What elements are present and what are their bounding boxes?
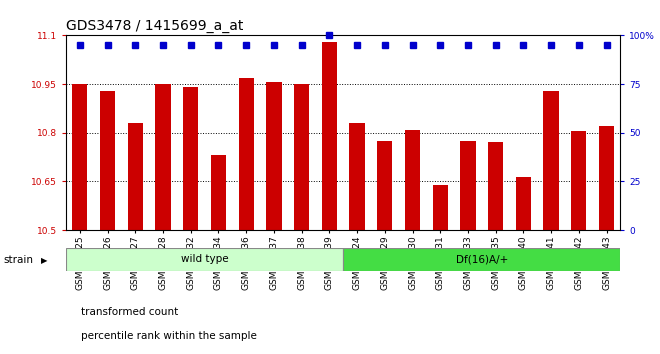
Bar: [294, 84, 310, 230]
Text: strain: strain: [3, 255, 33, 265]
Bar: [127, 123, 143, 230]
Bar: [349, 123, 365, 230]
Bar: [266, 82, 282, 230]
Bar: [571, 131, 587, 230]
Text: Df(16)A/+: Df(16)A/+: [455, 254, 508, 264]
Bar: [543, 91, 559, 230]
Text: transformed count: transformed count: [81, 307, 178, 316]
Bar: [100, 91, 116, 230]
Bar: [321, 42, 337, 230]
Bar: [460, 141, 476, 230]
Bar: [599, 126, 614, 230]
Bar: [183, 87, 199, 230]
Bar: [238, 78, 254, 230]
Bar: [432, 185, 448, 230]
Text: GDS3478 / 1415699_a_at: GDS3478 / 1415699_a_at: [66, 19, 244, 33]
Text: percentile rank within the sample: percentile rank within the sample: [81, 331, 256, 341]
Bar: [211, 155, 226, 230]
Bar: [377, 141, 393, 230]
Bar: [405, 130, 420, 230]
Bar: [488, 142, 504, 230]
Text: wild type: wild type: [181, 254, 228, 264]
Bar: [515, 177, 531, 230]
Bar: [66, 248, 343, 271]
Text: ▶: ▶: [41, 256, 48, 265]
Bar: [155, 84, 171, 230]
Bar: [72, 84, 88, 230]
Bar: [343, 248, 620, 271]
